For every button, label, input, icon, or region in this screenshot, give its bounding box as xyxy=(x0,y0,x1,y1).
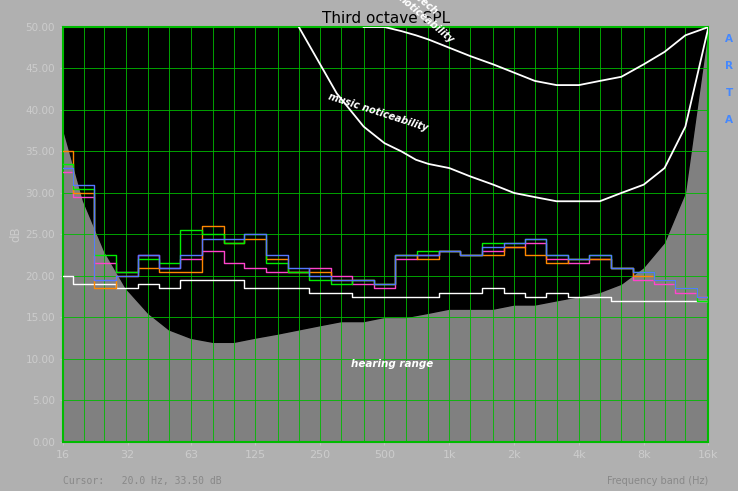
Text: Cursor:   20.0 Hz, 33.50 dB: Cursor: 20.0 Hz, 33.50 dB xyxy=(63,476,221,486)
Text: T: T xyxy=(725,88,733,98)
Text: R: R xyxy=(725,61,733,71)
Title: Third octave SPL: Third octave SPL xyxy=(322,11,449,26)
Text: speech
noticeability: speech noticeability xyxy=(397,0,463,46)
Polygon shape xyxy=(63,27,708,342)
Text: music noticeability: music noticeability xyxy=(327,91,429,133)
Text: A: A xyxy=(725,115,733,125)
Text: hearing range: hearing range xyxy=(351,359,433,369)
Text: Frequency band (Hz): Frequency band (Hz) xyxy=(607,476,708,486)
Text: A: A xyxy=(725,34,733,44)
Y-axis label: dB: dB xyxy=(10,227,23,242)
